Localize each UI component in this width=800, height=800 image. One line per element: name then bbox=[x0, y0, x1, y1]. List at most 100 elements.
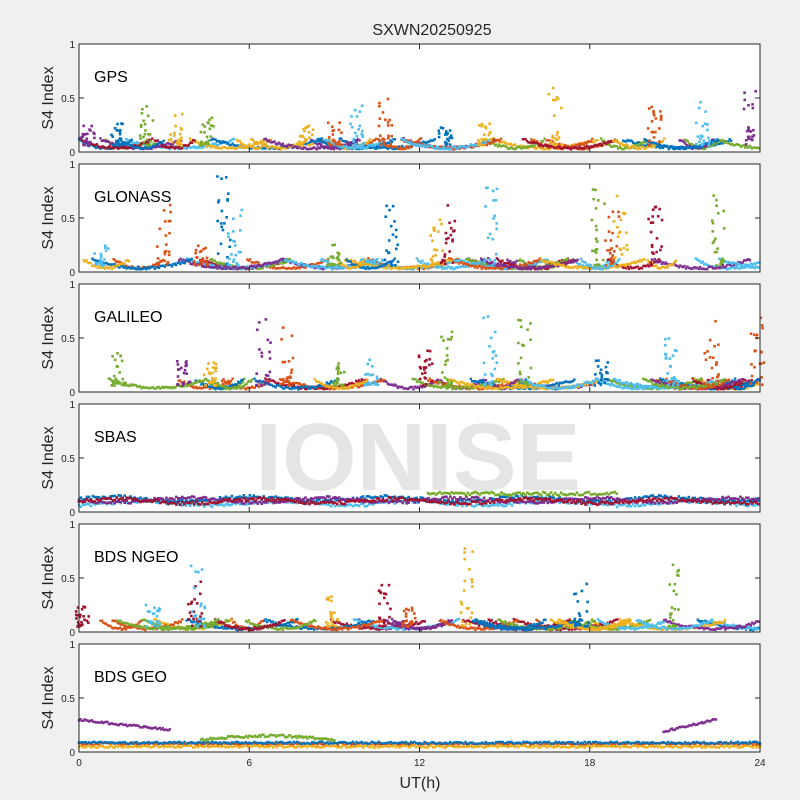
data-point bbox=[99, 137, 102, 140]
data-point bbox=[450, 261, 453, 264]
spike-point bbox=[394, 263, 397, 267]
data-point bbox=[740, 264, 744, 267]
spike-point bbox=[486, 186, 489, 190]
data-point bbox=[115, 146, 119, 149]
data-point bbox=[523, 266, 527, 270]
spike-point bbox=[648, 139, 651, 142]
spike-point bbox=[332, 139, 336, 143]
data-point bbox=[312, 266, 315, 269]
spike-point bbox=[226, 192, 230, 195]
data-point bbox=[451, 145, 454, 149]
data-point bbox=[442, 145, 446, 149]
data-point bbox=[376, 262, 380, 265]
data-point bbox=[530, 141, 533, 144]
spike-point bbox=[180, 128, 183, 131]
data-point bbox=[287, 257, 290, 261]
data-point bbox=[260, 265, 263, 268]
data-point bbox=[121, 146, 124, 150]
spike-point bbox=[179, 142, 183, 146]
spike-point bbox=[701, 124, 704, 128]
data-point bbox=[643, 138, 646, 141]
data-point bbox=[501, 141, 504, 144]
data-point bbox=[186, 144, 189, 148]
data-point bbox=[367, 139, 370, 143]
data-point bbox=[664, 265, 668, 269]
data-point bbox=[619, 143, 622, 146]
spike-point bbox=[659, 118, 663, 121]
data-point bbox=[615, 261, 618, 265]
data-point bbox=[459, 145, 463, 148]
spike-point bbox=[554, 137, 557, 140]
data-point bbox=[548, 139, 551, 142]
data-point bbox=[375, 137, 378, 141]
data-point bbox=[443, 266, 447, 269]
data-point bbox=[538, 142, 542, 145]
spike-point bbox=[306, 125, 309, 129]
data-point bbox=[545, 145, 549, 148]
data-point bbox=[750, 266, 754, 269]
spike-point bbox=[93, 132, 96, 136]
data-point bbox=[234, 146, 237, 150]
data-point bbox=[255, 147, 258, 150]
data-point bbox=[682, 140, 686, 144]
spike-point bbox=[694, 121, 698, 125]
spike-point bbox=[112, 144, 116, 147]
spike-point bbox=[118, 131, 122, 134]
data-point bbox=[312, 139, 315, 142]
data-point bbox=[263, 137, 266, 141]
data-point bbox=[279, 260, 283, 263]
data-point bbox=[413, 141, 416, 144]
data-point bbox=[601, 144, 604, 147]
data-point bbox=[756, 261, 760, 264]
spike-point bbox=[115, 142, 118, 145]
data-point bbox=[378, 263, 381, 266]
data-point bbox=[80, 137, 83, 141]
spike-point bbox=[744, 139, 748, 142]
spike-point bbox=[557, 136, 561, 139]
data-point bbox=[595, 267, 598, 270]
spike-point bbox=[225, 215, 228, 219]
data-point bbox=[91, 143, 94, 146]
spike-point bbox=[156, 257, 160, 260]
data-point bbox=[569, 145, 573, 149]
data-point bbox=[687, 145, 690, 149]
data-point bbox=[214, 262, 218, 266]
data-point bbox=[630, 266, 634, 270]
data-point bbox=[289, 145, 293, 148]
data-point bbox=[528, 261, 532, 265]
data-point bbox=[136, 265, 140, 269]
data-point bbox=[155, 139, 158, 143]
spike-point bbox=[451, 239, 454, 243]
spike-point bbox=[595, 247, 599, 251]
data-point bbox=[318, 142, 322, 145]
data-point bbox=[504, 264, 507, 267]
data-point bbox=[716, 140, 719, 144]
data-point bbox=[444, 259, 448, 262]
spike-point bbox=[336, 251, 340, 255]
data-point bbox=[378, 146, 381, 150]
data-point bbox=[222, 267, 225, 270]
data-point bbox=[561, 147, 564, 150]
data-point bbox=[369, 263, 373, 267]
data-point bbox=[512, 143, 515, 147]
spike-point bbox=[649, 261, 652, 264]
data-point bbox=[366, 259, 370, 262]
data-point bbox=[226, 266, 229, 269]
data-point bbox=[659, 380, 663, 383]
data-point bbox=[306, 263, 310, 267]
data-point bbox=[637, 260, 640, 263]
data-point bbox=[755, 261, 758, 265]
data-point bbox=[515, 147, 518, 150]
data-point bbox=[294, 145, 297, 149]
spike-point bbox=[651, 221, 655, 224]
data-point bbox=[395, 384, 398, 387]
data-point bbox=[562, 259, 566, 262]
spike-point bbox=[221, 228, 225, 232]
spike-point bbox=[656, 214, 660, 218]
data-point bbox=[535, 141, 539, 145]
data-point bbox=[488, 142, 491, 146]
data-point bbox=[593, 143, 597, 147]
data-point bbox=[658, 379, 661, 382]
data-point bbox=[273, 261, 276, 264]
data-point bbox=[274, 260, 277, 263]
